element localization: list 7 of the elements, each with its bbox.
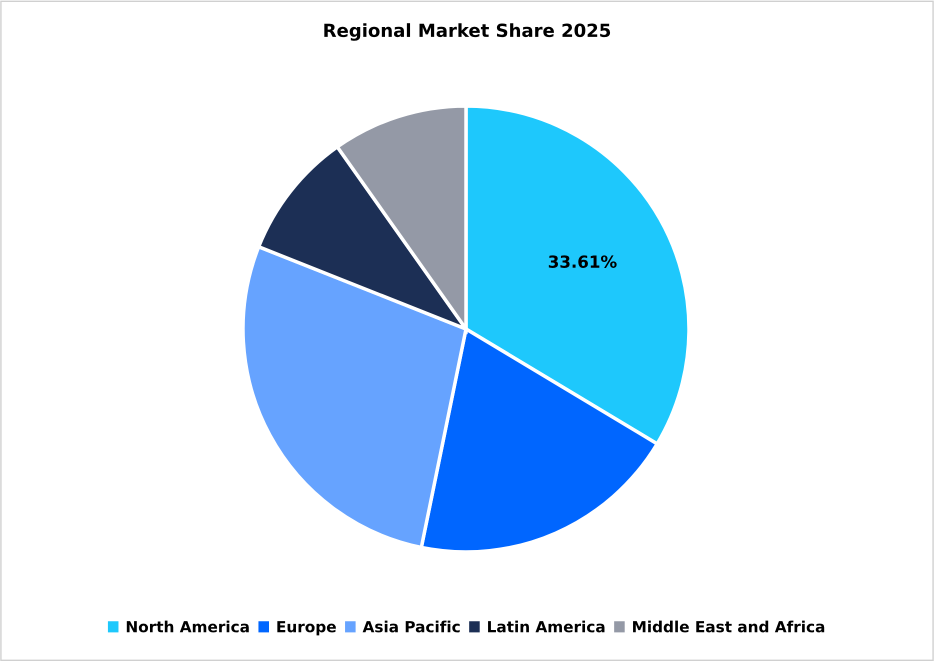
data-label: 33.61% [548, 255, 617, 268]
legend-label: Latin America [488, 620, 604, 632]
chart-title: Regional Market Share 2025 [324, 23, 610, 41]
legend-label: Asia Pacific [362, 620, 460, 632]
legend-label: Europe [277, 621, 336, 636]
legend-label: North America [126, 620, 249, 632]
legend-label: Middle East and Africa [633, 620, 824, 632]
